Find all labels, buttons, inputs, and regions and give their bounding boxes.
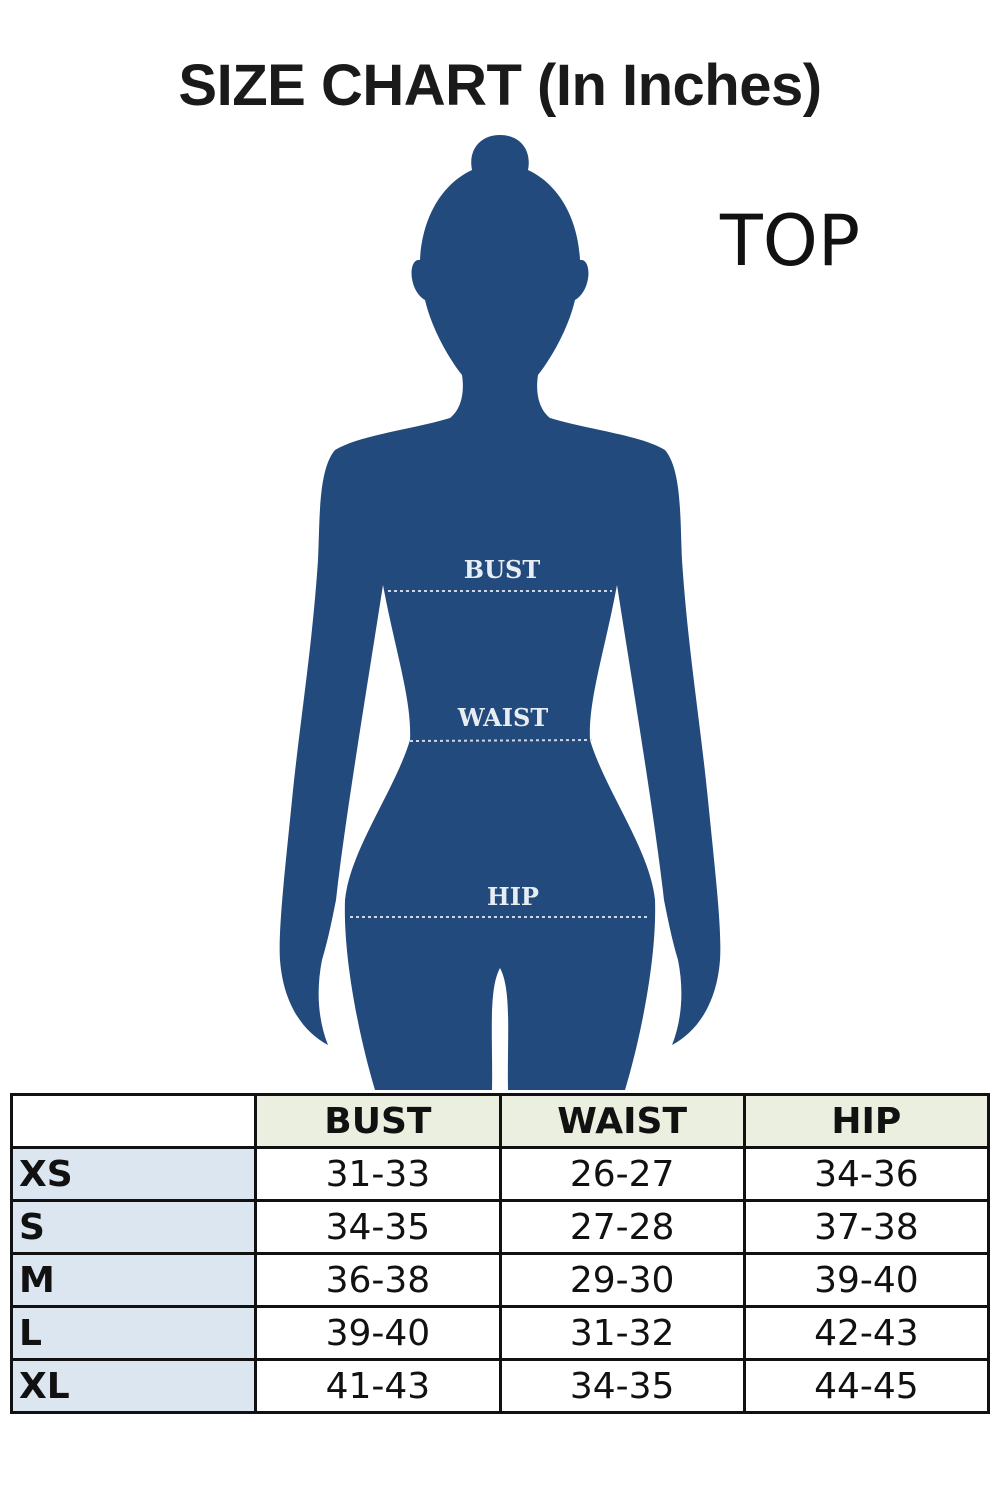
waist-label: WAIST <box>457 703 549 732</box>
size-cell: XS <box>9 1146 258 1202</box>
waist-line <box>409 739 593 742</box>
silhouette-shape <box>279 135 721 1090</box>
size-cell: S <box>9 1199 258 1255</box>
header-waist: WAIST <box>498 1093 746 1149</box>
header-blank <box>9 1093 258 1149</box>
waist-cell: 31-32 <box>498 1305 746 1361</box>
header-hip: HIP <box>742 1093 991 1149</box>
bust-cell: 39-40 <box>254 1305 502 1361</box>
waist-cell: 27-28 <box>498 1199 746 1255</box>
size-table: BUST WAIST HIP XS 31-33 26-27 34-36 S 34… <box>9 1093 991 1414</box>
hip-cell: 37-38 <box>742 1199 991 1255</box>
table-row: XS 31-33 26-27 34-36 <box>9 1146 991 1202</box>
waist-cell: 34-35 <box>498 1358 746 1414</box>
page-title: SIZE CHART (In Inches) <box>178 53 822 118</box>
waist-cell: 29-30 <box>498 1252 746 1308</box>
size-cell: XL <box>9 1358 258 1414</box>
hip-label: HIP <box>487 882 539 911</box>
hip-cell: 42-43 <box>742 1305 991 1361</box>
bust-label: BUST <box>464 555 541 584</box>
hip-cell: 44-45 <box>742 1358 991 1414</box>
table-row: M 36-38 29-30 39-40 <box>9 1252 991 1308</box>
header-bust: BUST <box>254 1093 502 1149</box>
bust-cell: 41-43 <box>254 1358 502 1414</box>
size-cell: M <box>9 1252 258 1308</box>
hip-cell: 34-36 <box>742 1146 991 1202</box>
size-cell: L <box>9 1305 258 1361</box>
table-row: XL 41-43 34-35 44-45 <box>9 1358 991 1414</box>
table-row: L 39-40 31-32 42-43 <box>9 1305 991 1361</box>
bust-cell: 34-35 <box>254 1199 502 1255</box>
table-row: S 34-35 27-28 37-38 <box>9 1199 991 1255</box>
bust-cell: 31-33 <box>254 1146 502 1202</box>
hip-cell: 39-40 <box>742 1252 991 1308</box>
waist-cell: 26-27 <box>498 1146 746 1202</box>
garment-label: TOP <box>720 200 861 282</box>
bust-cell: 36-38 <box>254 1252 502 1308</box>
table-header-row: BUST WAIST HIP <box>9 1093 991 1149</box>
body-silhouette: BUST WAIST HIP <box>279 135 721 1090</box>
